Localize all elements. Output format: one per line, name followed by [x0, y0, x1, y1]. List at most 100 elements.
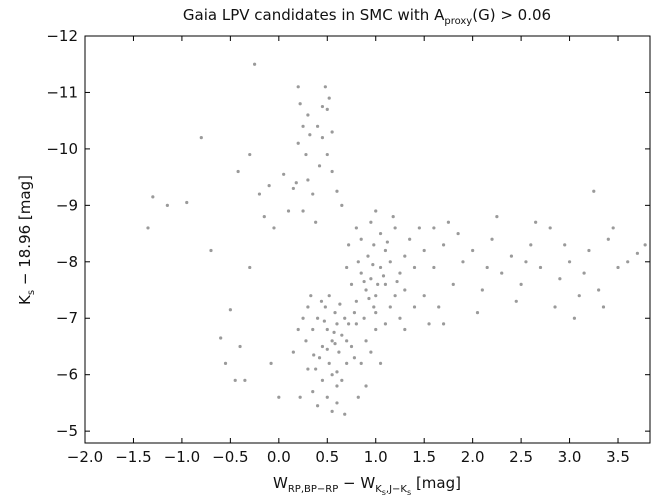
point — [296, 327, 300, 332]
point — [306, 305, 310, 309]
chart-title: Gaia LPV candidates in SMC with Aproxy(G… — [183, 6, 551, 27]
x-tick-label: 3.0 — [558, 448, 582, 466]
point — [567, 260, 572, 264]
point — [343, 412, 347, 416]
point — [369, 277, 373, 281]
point — [335, 322, 339, 326]
point — [294, 181, 298, 185]
point — [364, 288, 368, 292]
point — [311, 327, 315, 332]
point — [345, 339, 349, 343]
point — [611, 226, 615, 230]
point — [228, 308, 232, 312]
point — [219, 336, 223, 340]
point — [314, 220, 318, 224]
point — [320, 378, 325, 382]
point — [367, 296, 371, 301]
point — [408, 237, 412, 241]
point — [330, 169, 334, 174]
point — [378, 361, 383, 366]
point — [306, 178, 310, 182]
plot-frame — [84, 35, 651, 444]
label-part: s — [407, 488, 411, 496]
point — [417, 226, 421, 230]
point — [269, 361, 273, 366]
point — [314, 367, 318, 371]
point — [277, 395, 281, 399]
label-part: s — [26, 290, 37, 295]
point — [369, 220, 373, 224]
label-part: proxy — [444, 16, 472, 27]
label-part: (G) > 0.06 — [472, 6, 551, 24]
point — [319, 299, 324, 303]
x-axis-label: WRP,BP−RP − WKs,J−Ks [mag] — [273, 474, 461, 496]
point — [529, 243, 533, 247]
point — [337, 350, 341, 354]
point — [398, 316, 402, 320]
y-tick-label: −8 — [56, 253, 78, 271]
point — [320, 136, 325, 140]
point — [325, 107, 329, 111]
point — [296, 85, 300, 89]
point — [378, 231, 383, 236]
x-tick-label: 3.5 — [606, 448, 630, 466]
point — [366, 254, 370, 258]
point — [335, 189, 339, 193]
point — [374, 294, 378, 298]
point — [490, 237, 494, 241]
point — [349, 282, 354, 286]
point — [369, 350, 373, 354]
label-part: [mag] — [411, 474, 461, 492]
x-tick-label: 0.5 — [315, 448, 339, 466]
point — [330, 409, 334, 413]
point — [412, 305, 417, 309]
point — [312, 353, 316, 357]
label-part: − 18.96 [mag] — [16, 175, 34, 290]
point — [432, 226, 436, 230]
point — [359, 271, 363, 275]
point — [372, 243, 376, 247]
point — [422, 294, 426, 298]
point — [362, 279, 366, 284]
point — [282, 172, 286, 176]
point — [383, 322, 388, 326]
point — [347, 322, 351, 326]
label-part: K — [16, 294, 34, 305]
point — [383, 282, 388, 286]
point — [320, 104, 325, 109]
point — [403, 254, 407, 258]
point — [298, 395, 302, 399]
point — [306, 367, 310, 371]
point — [347, 243, 351, 247]
point — [601, 305, 606, 309]
point — [616, 265, 620, 270]
point — [378, 265, 383, 270]
point — [427, 322, 431, 326]
point — [345, 361, 349, 366]
point — [393, 294, 397, 298]
x-tick-label: −1.0 — [164, 448, 200, 466]
point — [325, 152, 329, 157]
y-tick-label: −5 — [56, 422, 78, 440]
point — [151, 195, 155, 199]
point — [563, 243, 567, 247]
label-part: − W — [338, 474, 375, 492]
label-part: RP,BP−RP — [288, 484, 338, 495]
point — [345, 265, 349, 270]
point — [327, 96, 331, 100]
point — [374, 209, 378, 213]
point — [422, 248, 426, 253]
point — [248, 265, 252, 270]
point — [456, 231, 460, 236]
point — [291, 186, 295, 191]
point — [403, 327, 407, 332]
point — [352, 311, 357, 315]
point — [327, 294, 331, 298]
point — [199, 136, 203, 140]
point — [349, 344, 354, 349]
point — [509, 254, 514, 258]
point — [437, 305, 441, 309]
point — [252, 62, 257, 66]
label-part: Gaia LPV candidates in SMC with A — [183, 6, 445, 24]
point — [385, 240, 389, 244]
